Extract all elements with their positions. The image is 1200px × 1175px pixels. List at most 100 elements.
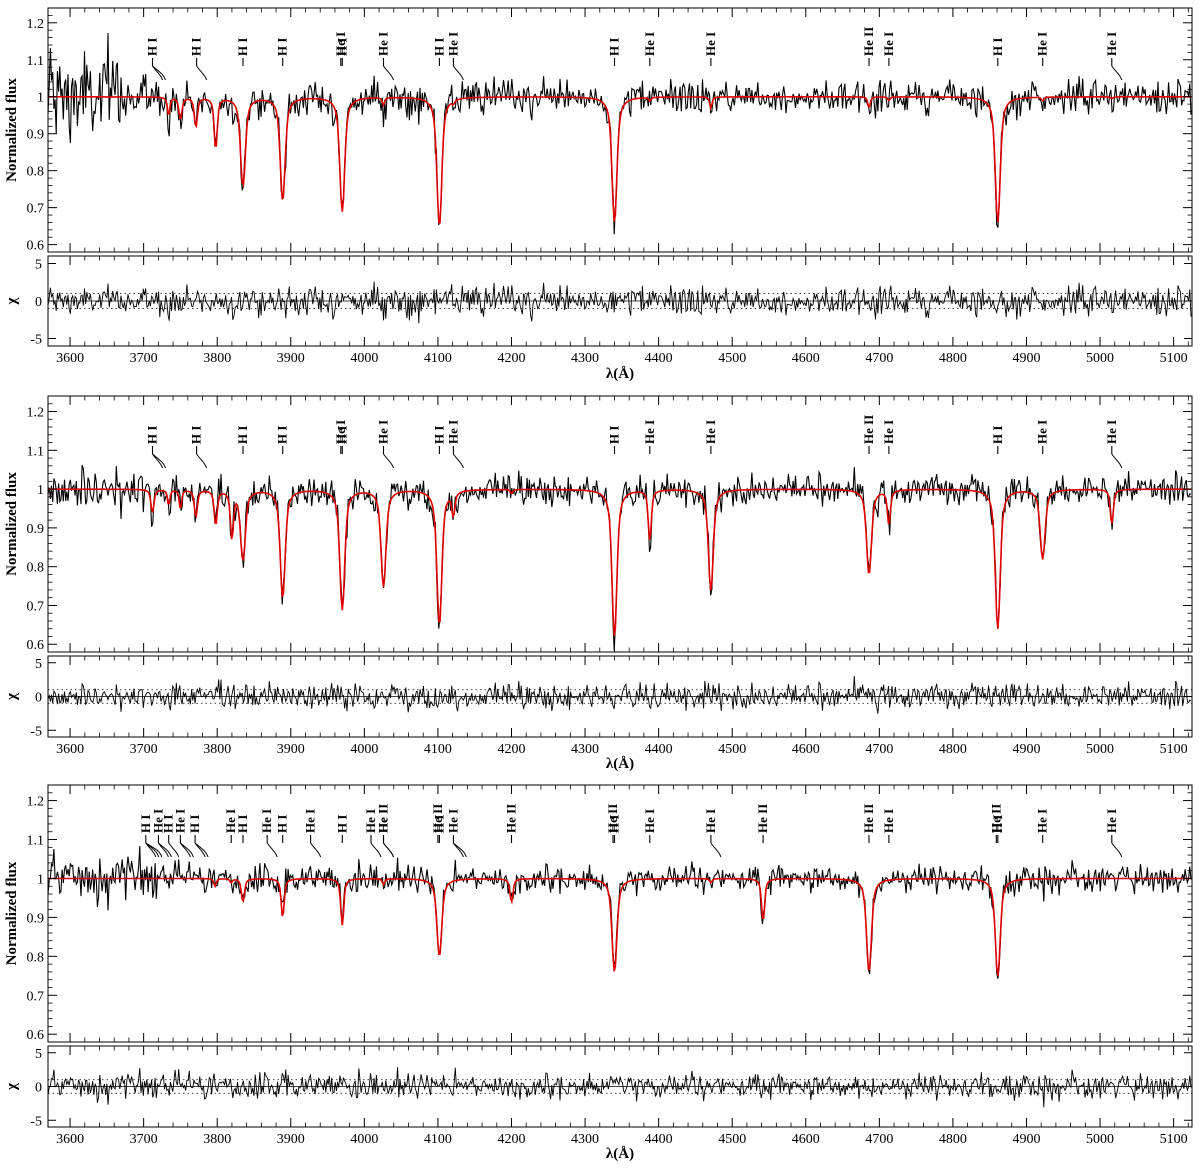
- line-id-label: H I: [138, 815, 153, 833]
- line-id-label: He I: [642, 809, 657, 833]
- x-tick-label: 4500: [718, 742, 746, 757]
- line-id-marker: He I: [1104, 420, 1123, 469]
- x-tick-label: 3700: [130, 351, 158, 366]
- line-id-label: He II: [861, 27, 876, 56]
- line-id-blend-bracket: [453, 842, 467, 858]
- y-tick-label: 1.1: [27, 54, 45, 69]
- line-id-marker: H I: [235, 38, 250, 66]
- line-id-marker: He II: [861, 804, 876, 843]
- line-id-marker: He II: [861, 415, 876, 454]
- x-tick-label: 4300: [571, 742, 599, 757]
- y-tick-label: 0.9: [27, 128, 45, 143]
- line-id-label: He I: [1104, 809, 1119, 833]
- model-spectrum-line: [48, 488, 1191, 636]
- line-id-marker: H I: [990, 426, 1005, 454]
- line-id-marker: He I: [150, 809, 172, 858]
- line-id-marker: He I: [703, 420, 718, 454]
- y-axis: 0.6 0.7 0.8 0.9 1 1.1 1.2 Normalized flux: [4, 403, 1192, 653]
- y-tick-label: 0.8: [27, 561, 45, 576]
- residual-line: [47, 675, 1192, 714]
- y-tick-label: 0.8: [27, 165, 45, 180]
- line-id-marker: He I: [363, 809, 382, 858]
- x-tick-label: 3800: [203, 1132, 231, 1147]
- x-tick-label: 5100: [1160, 351, 1188, 366]
- x-tick-label: 4100: [424, 351, 452, 366]
- x-tick-label: 4400: [645, 742, 673, 757]
- residual-tick-label: -5: [30, 724, 42, 739]
- line-id-marker: He I: [703, 32, 718, 66]
- y-tick-label: 1.2: [27, 795, 45, 810]
- x-tick-label: 4400: [645, 351, 673, 366]
- x-tick-label: 4200: [497, 351, 525, 366]
- line-id-marker: He II: [504, 804, 519, 843]
- line-id-label: H I: [187, 815, 202, 833]
- x-tick-label: 4000: [350, 1132, 378, 1147]
- y-axis-label: Normalized flux: [4, 861, 20, 965]
- residual-tick-label: -5: [30, 333, 42, 348]
- line-id-label: He I: [881, 32, 896, 56]
- line-id-label: H I: [235, 426, 250, 444]
- residual-tick-label: 5: [35, 657, 42, 672]
- line-id-marker: He I: [376, 420, 394, 469]
- line-id-label: H I: [990, 38, 1005, 56]
- line-id-marker: H I: [431, 426, 446, 454]
- line-id-marker: He I: [333, 32, 348, 66]
- line-id-marker: He I: [1035, 32, 1050, 66]
- y-axis: 0.6 0.7 0.8 0.9 1 1.1 1.2 Normalized flux: [4, 14, 1192, 254]
- line-id-marker: He II: [861, 27, 876, 66]
- observed-spectrum-line: [47, 846, 1192, 979]
- x-tick-label: 4300: [571, 1132, 599, 1147]
- residual-tick-label: -5: [30, 1114, 42, 1129]
- line-id-label: H I: [431, 38, 446, 56]
- line-id-label: H I: [275, 815, 290, 833]
- residual-y-axis: 5 0 -5 χ: [4, 657, 1192, 739]
- line-id-label: He II: [755, 804, 770, 833]
- line-id-label: He I: [703, 420, 718, 444]
- line-id-marker: H I: [275, 426, 290, 454]
- y-tick-label: 0.7: [27, 599, 45, 614]
- line-id-label: He I: [376, 32, 391, 56]
- line-id-marker: H I: [235, 815, 250, 843]
- spectrum-panel-2: 3600 3700 3800 3900 4000 4100 4200 4300 4400 4500…: [4, 395, 1193, 772]
- line-id-label: H I: [431, 815, 446, 833]
- y-tick-label: 0.7: [27, 202, 45, 217]
- line-id-label: H I: [189, 426, 204, 444]
- y-axis: 0.6 0.7 0.8 0.9 1 1.1 1.2 Normalized flux: [4, 792, 1192, 1043]
- residual-tick-label: 5: [35, 258, 42, 273]
- line-id-blend-bracket: [452, 453, 464, 469]
- line-id-label: He I: [376, 809, 391, 833]
- line-id-marker: He I: [881, 420, 896, 454]
- x-tick-label: 4300: [571, 351, 599, 366]
- line-id-label: H I: [607, 38, 622, 56]
- line-id-label: He I: [703, 32, 718, 56]
- line-id-blend-bracket: [196, 65, 208, 81]
- x-tick-label: 3900: [277, 742, 305, 757]
- line-id-marker: He I: [445, 32, 464, 81]
- line-id-blend-bracket: [168, 842, 180, 858]
- line-id-marker: H I: [189, 426, 208, 469]
- line-id-blend-bracket: [1111, 65, 1123, 81]
- line-id-marker: He II: [755, 804, 770, 843]
- x-tick-label: 4900: [1012, 351, 1040, 366]
- y-tick-label: 1: [37, 91, 44, 106]
- residual-tick-label: 0: [35, 295, 42, 310]
- flux-plot-frame: [47, 395, 1193, 653]
- line-id-marker: He I: [445, 809, 467, 858]
- line-id-marker: He I: [303, 809, 322, 858]
- line-id-marker: H I: [187, 815, 209, 858]
- x-tick-label: 4000: [350, 742, 378, 757]
- x-tick-label: 5100: [1160, 742, 1188, 757]
- line-id-blend-bracket: [310, 842, 322, 858]
- x-tick-label: 4200: [497, 742, 525, 757]
- x-tick-label: 4800: [939, 742, 967, 757]
- line-id-marker: H I: [189, 38, 208, 81]
- line-id-label: H I: [275, 38, 290, 56]
- line-id-label: He I: [259, 809, 274, 833]
- x-tick-label: 5000: [1086, 351, 1114, 366]
- line-id-label: He I: [333, 32, 348, 56]
- line-id-marker: He I: [1035, 809, 1050, 843]
- residual-line: [47, 281, 1192, 324]
- line-id-marker: He I: [1104, 809, 1123, 858]
- residual-y-axis: 5 0 -5 χ: [4, 258, 1192, 348]
